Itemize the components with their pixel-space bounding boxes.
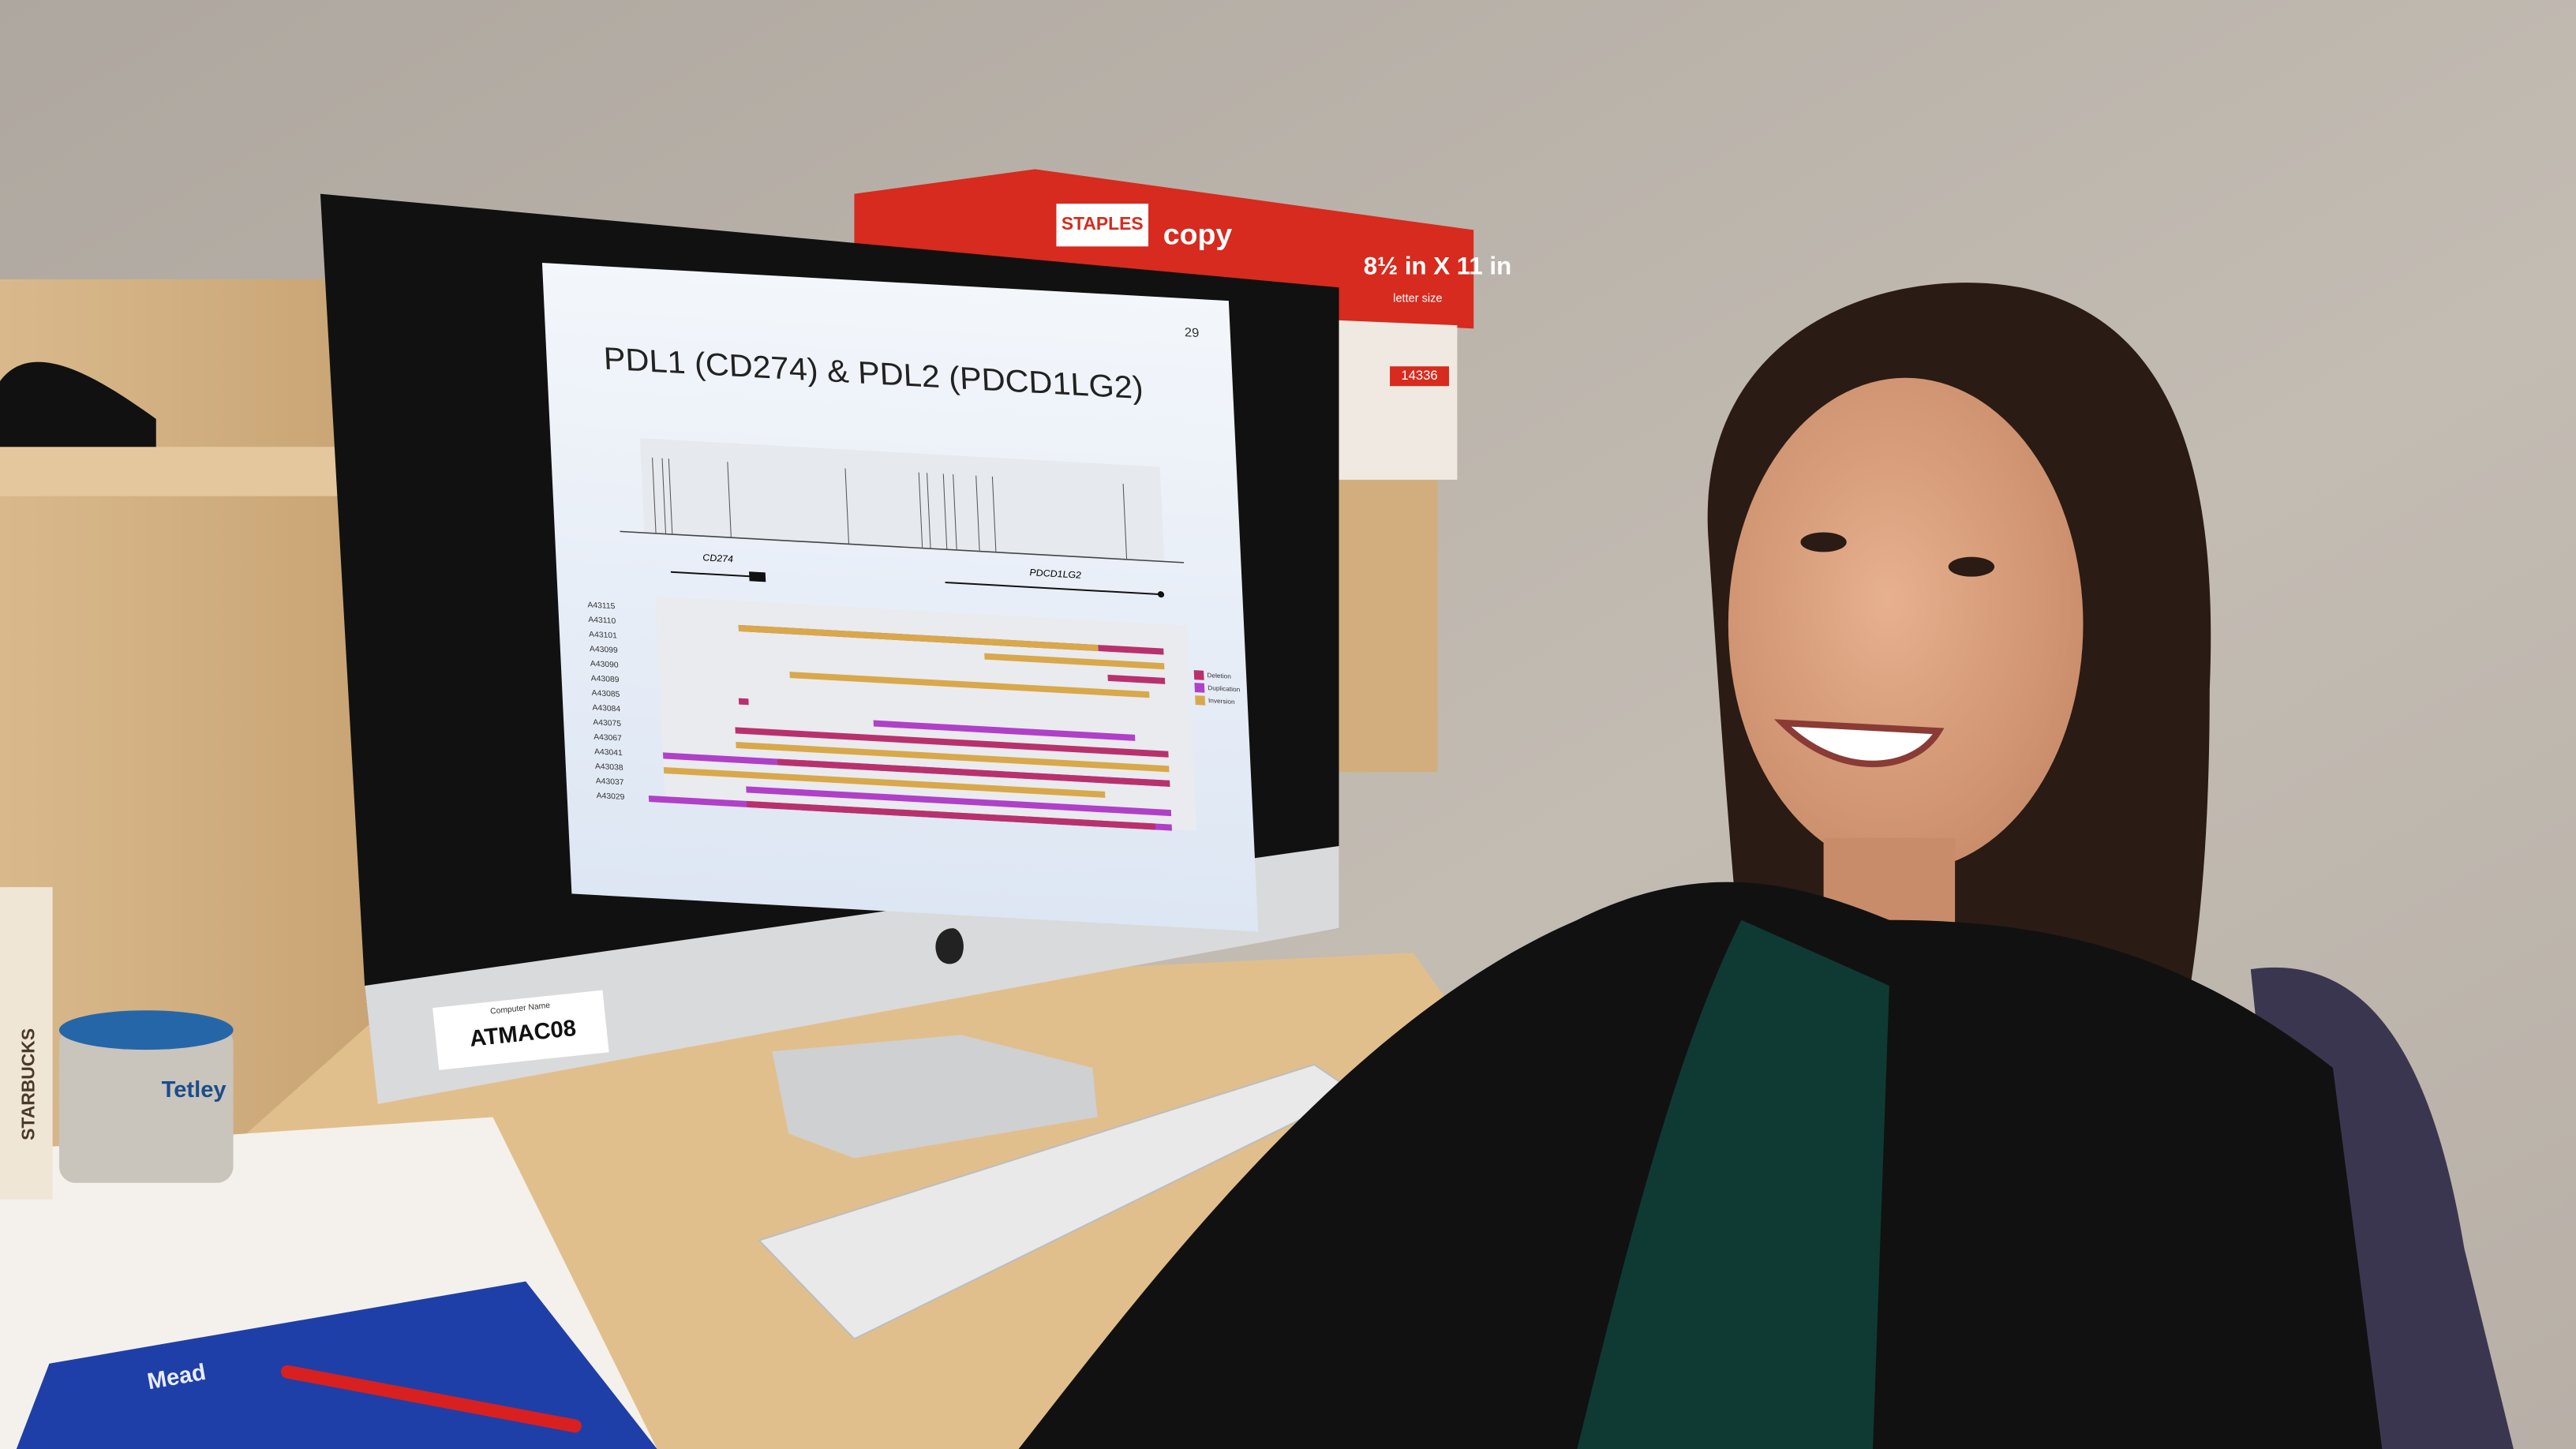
mouse bbox=[0, 361, 156, 447]
sample-label: A43084 bbox=[592, 704, 620, 714]
sample-label: A43115 bbox=[587, 601, 616, 612]
brand-badge bbox=[1056, 204, 1149, 247]
person bbox=[1018, 283, 2514, 1449]
legend-swatch bbox=[1194, 683, 1205, 693]
tin-lid bbox=[58, 1010, 234, 1050]
sample-label: A43085 bbox=[591, 689, 620, 699]
sample-label: A43038 bbox=[595, 762, 623, 773]
variant-bar bbox=[789, 672, 1150, 698]
gene-tick bbox=[942, 474, 948, 550]
number-badge bbox=[1390, 366, 1449, 387]
gene-tick bbox=[991, 476, 997, 552]
gene-panel bbox=[639, 438, 1165, 562]
sample-label: A43090 bbox=[590, 660, 619, 670]
box-white bbox=[1339, 320, 1458, 480]
size: 8½ in X 11 in bbox=[1364, 253, 1511, 280]
gene-ticks bbox=[652, 457, 1128, 560]
plot-area bbox=[655, 596, 1197, 831]
sample-label: A43099 bbox=[590, 645, 618, 655]
variant-bar bbox=[747, 800, 1156, 830]
legend-swatch bbox=[1195, 695, 1206, 706]
smile bbox=[1773, 719, 1945, 767]
sample-label: A43037 bbox=[596, 777, 624, 788]
sample-label: A43101 bbox=[589, 631, 617, 641]
cup-brand: STARBUCKS bbox=[18, 1028, 39, 1140]
sample-label: A43041 bbox=[594, 747, 623, 758]
legend-label: Deletion bbox=[1207, 672, 1231, 680]
logo bbox=[935, 928, 964, 964]
face bbox=[1728, 377, 2084, 871]
tin-brand: Tetley bbox=[162, 1077, 227, 1103]
sample-label: A43067 bbox=[593, 733, 622, 743]
shelf-board bbox=[0, 447, 346, 496]
brand: STAPLES bbox=[1061, 213, 1144, 234]
variant-bar bbox=[984, 653, 1165, 670]
cup bbox=[0, 887, 53, 1200]
shelf-side bbox=[1339, 476, 1438, 773]
variant-bar bbox=[873, 720, 1136, 741]
variant-bar bbox=[1107, 674, 1166, 684]
tin bbox=[58, 1027, 234, 1183]
gene-tick bbox=[927, 473, 931, 549]
gene-exon bbox=[1157, 591, 1165, 598]
gene-exon bbox=[749, 571, 766, 582]
chromosome-line bbox=[620, 530, 1185, 564]
gene-label: CD274 bbox=[702, 552, 734, 564]
box-number: 14336 bbox=[1401, 368, 1437, 383]
variant-bar bbox=[738, 624, 1099, 652]
variant-bar bbox=[777, 758, 1170, 787]
slide: 29 PDL1 (CD274) & PDL2 (PDCD1LG2) CD274 … bbox=[541, 263, 1259, 932]
legend-label: Duplication bbox=[1208, 684, 1240, 693]
variant-bar bbox=[736, 741, 1170, 773]
legend-swatch bbox=[1193, 670, 1204, 680]
gene-model bbox=[945, 582, 1162, 596]
gene-model bbox=[670, 571, 761, 578]
gene-tick bbox=[727, 462, 732, 538]
eye bbox=[1800, 532, 1847, 552]
gene-tick bbox=[652, 457, 657, 534]
sample-label: A43089 bbox=[591, 674, 620, 684]
pen bbox=[280, 1365, 582, 1433]
gene-label: PDCD1LG2 bbox=[1029, 567, 1081, 580]
gene-tick bbox=[975, 475, 980, 552]
gene-tick bbox=[1122, 483, 1128, 560]
variant-bar bbox=[746, 786, 1172, 817]
variant-bar bbox=[735, 727, 1169, 758]
gene-tick bbox=[953, 474, 957, 550]
eye bbox=[1948, 556, 1995, 577]
monitor-stand bbox=[772, 1035, 1098, 1159]
legend-label: Inversion bbox=[1208, 697, 1235, 706]
sample-label: A43075 bbox=[593, 718, 621, 728]
product: copy bbox=[1163, 218, 1233, 251]
gene-tick bbox=[661, 458, 667, 534]
computer-label bbox=[432, 990, 609, 1070]
sample-label: A43029 bbox=[597, 792, 625, 802]
variant-bar bbox=[738, 698, 749, 706]
subtitle: letter size bbox=[1393, 293, 1442, 305]
sample-rows: A43115 A43110 A43101 A43099 A43090 A43089 A430… bbox=[587, 601, 1173, 831]
slide-number: 29 bbox=[1184, 325, 1199, 340]
legend: Deletion Duplication Inversion bbox=[1193, 670, 1240, 706]
gene-tick bbox=[844, 468, 850, 545]
gene-tick bbox=[918, 472, 923, 549]
sample-label: A43110 bbox=[588, 616, 616, 626]
variant-bar bbox=[663, 767, 1106, 798]
gene-tick bbox=[668, 459, 673, 535]
blouse bbox=[1577, 919, 1889, 1449]
